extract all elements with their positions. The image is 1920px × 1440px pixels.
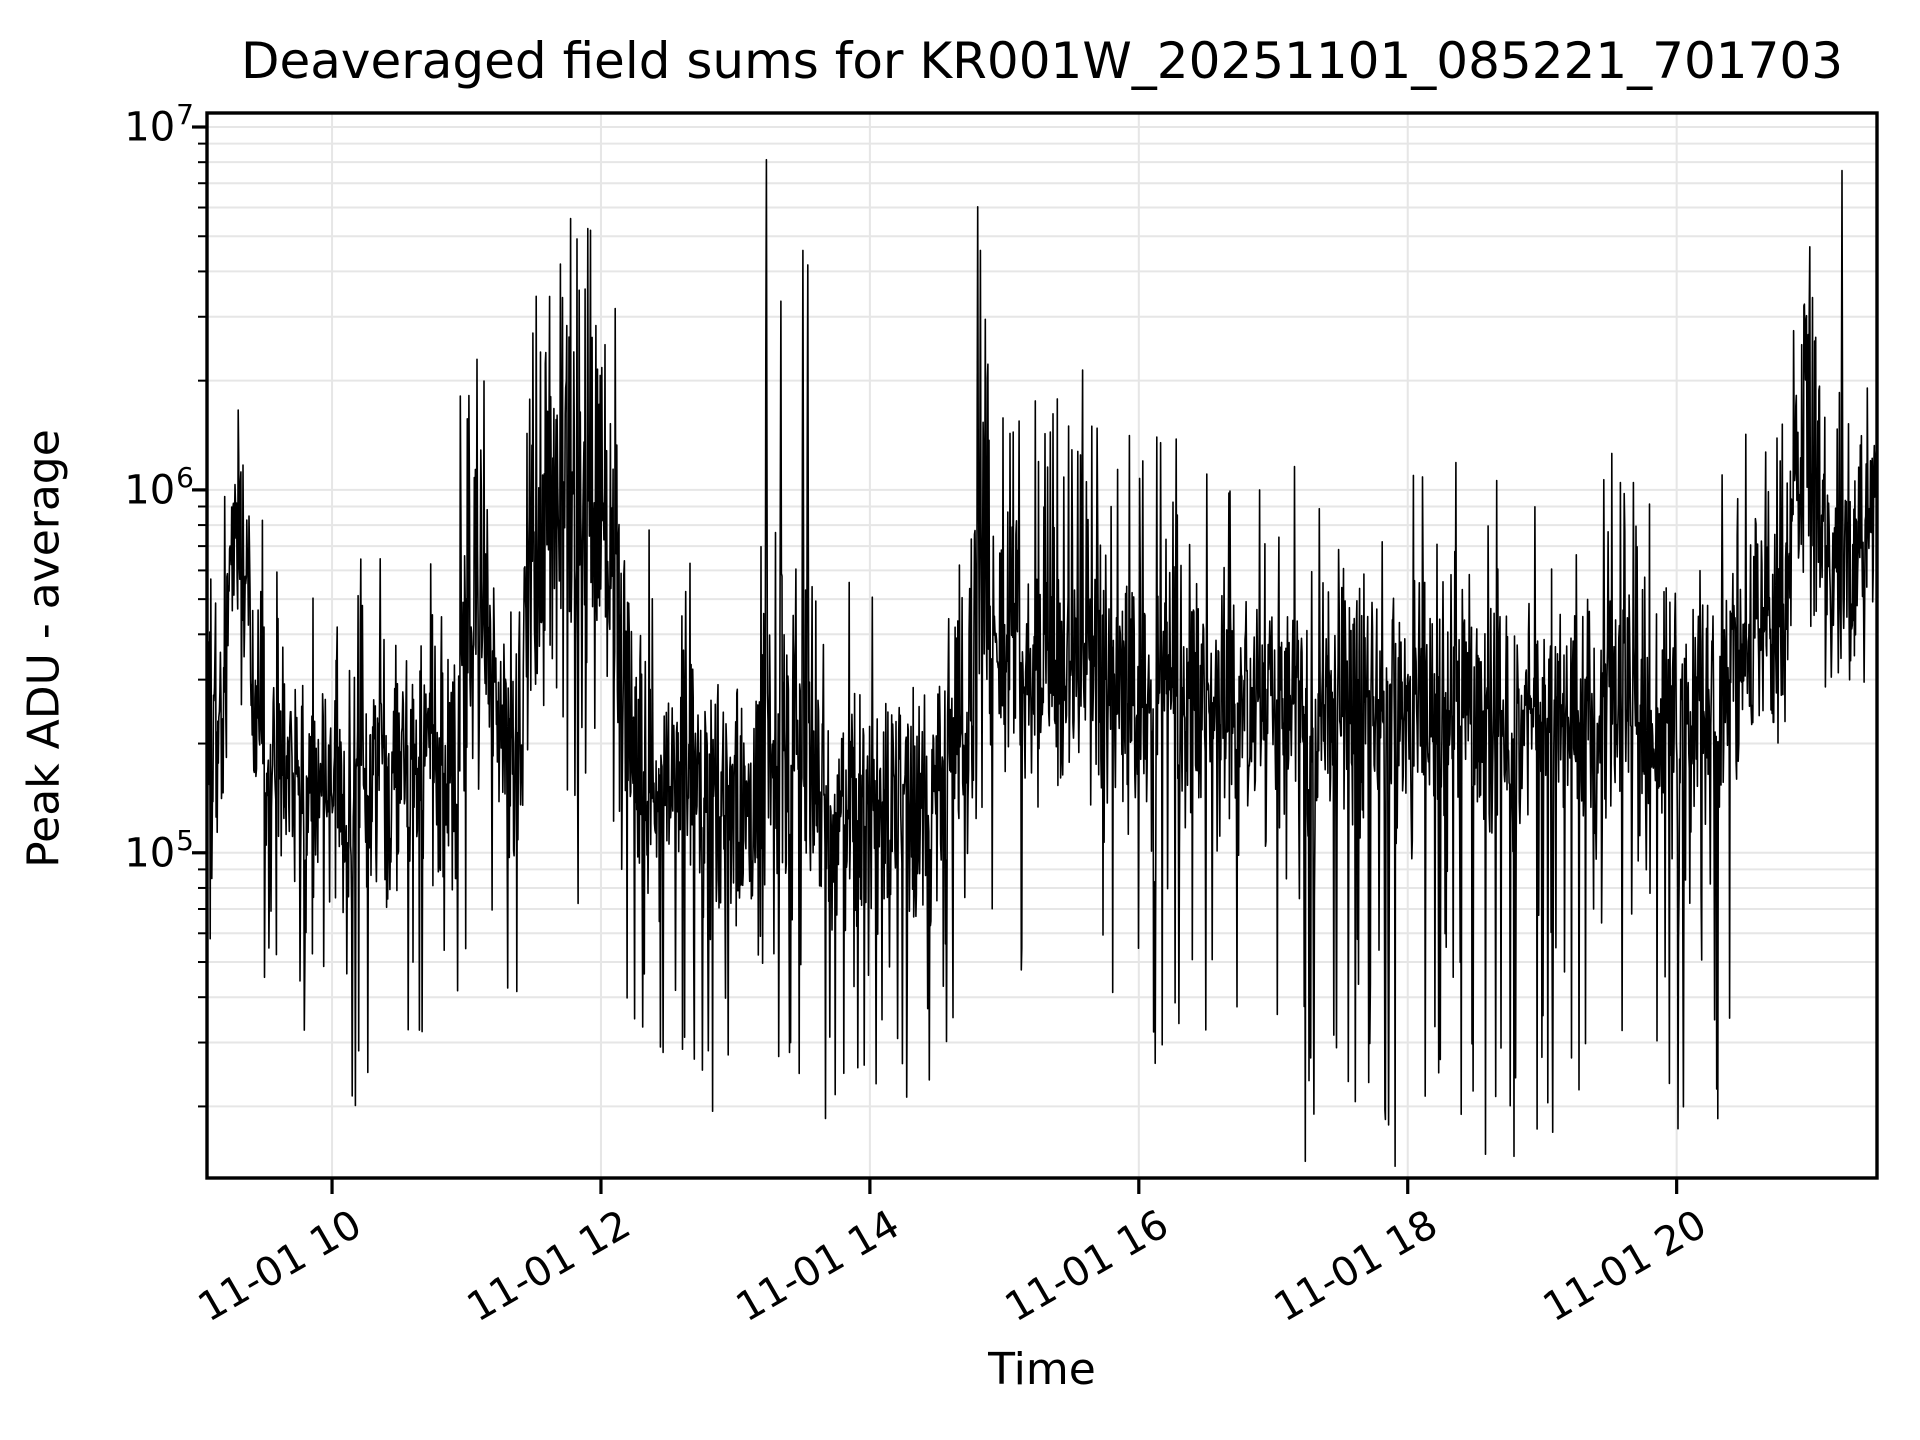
y-tick-label: 107 (124, 98, 194, 151)
chart-title: Deaveraged field sums for KR001W_2025110… (240, 32, 1844, 90)
x-axis-label: Time (988, 1344, 1096, 1395)
plot-frame (205, 111, 1879, 1180)
y-tick-label: 106 (124, 460, 194, 514)
data-series-line (207, 158, 1877, 1167)
y-axis-label: Peak ADU - average (18, 429, 70, 868)
y-tick-label: 105 (124, 823, 194, 877)
